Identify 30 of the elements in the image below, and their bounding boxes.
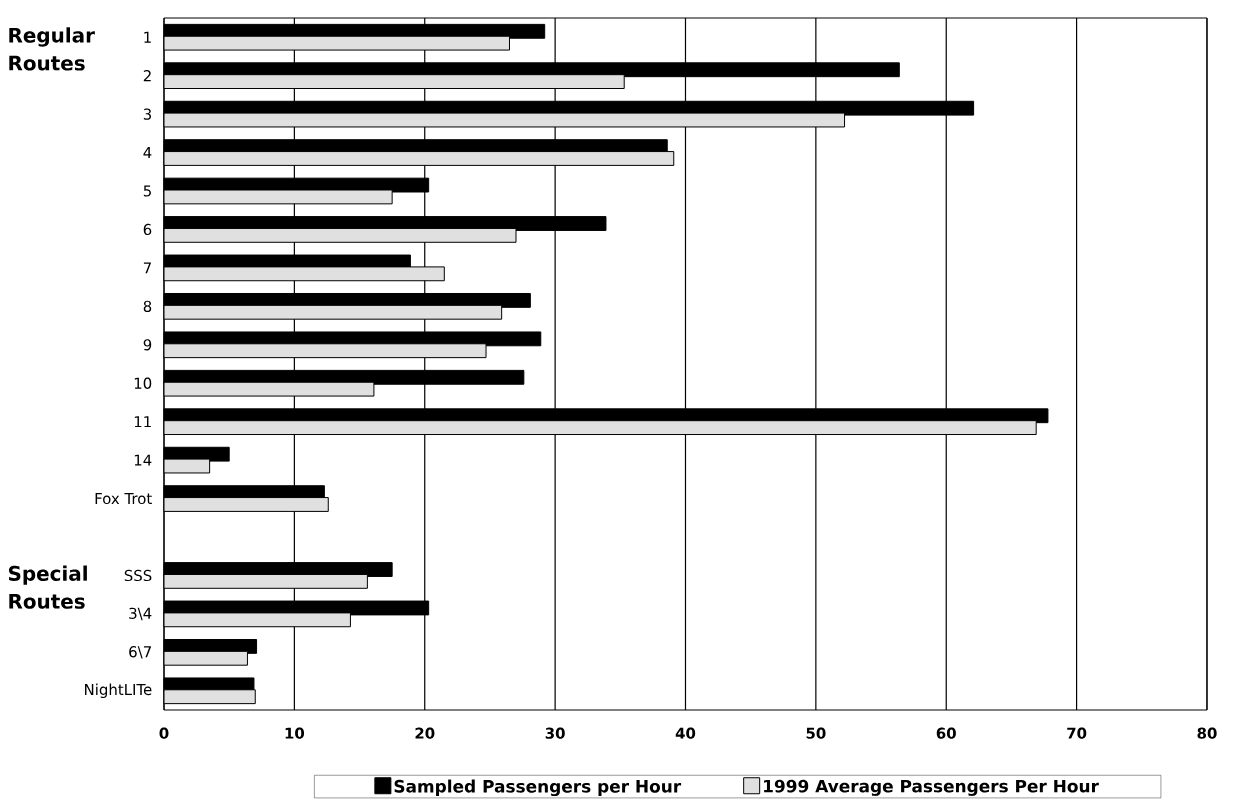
x-tick-label: 10 <box>285 727 305 739</box>
y-tick-label: 4 <box>143 147 152 159</box>
y-tick-label: SSS <box>124 569 152 582</box>
x-tick-label: 80 <box>1197 727 1217 739</box>
y-tick-label: 11 <box>134 416 151 428</box>
x-tick-label: 70 <box>1067 727 1087 739</box>
x-tick-label: 20 <box>415 727 435 739</box>
y-tick-label: NightLITe <box>85 683 152 699</box>
x-tick-label: 30 <box>545 727 565 739</box>
y-tick-label: 3\4 <box>129 607 152 621</box>
y-tick-label: 8 <box>143 300 152 312</box>
y-tick-label: Fox Trot <box>95 493 152 505</box>
y-tick-label: 7 <box>143 262 151 274</box>
x-tick-label: 50 <box>806 727 826 739</box>
text: Regular Routes <box>9 27 95 71</box>
y-tick-label: 6 <box>143 223 152 236</box>
y-tick-label: 14 <box>134 454 152 466</box>
y-tick-label: 9 <box>143 339 152 351</box>
x-tick-label: 60 <box>936 727 956 739</box>
legend-label: Sampled Passengers per Hour <box>394 779 682 797</box>
y-tick-label: 6\7 <box>129 646 151 659</box>
y-tick-label: 5 <box>143 185 151 197</box>
x-tick-label: 0 <box>159 727 169 739</box>
legend-label: 1999 Average Passengers Per Hour <box>764 779 1099 796</box>
y-tick-label: 10 <box>134 377 152 389</box>
y-tick-label: 3 <box>143 108 152 120</box>
x-tick-label: 40 <box>675 727 696 739</box>
y-tick-label: 1 <box>144 31 151 43</box>
text: Special Routes <box>8 565 87 609</box>
y-tick-label: 2 <box>143 70 151 82</box>
